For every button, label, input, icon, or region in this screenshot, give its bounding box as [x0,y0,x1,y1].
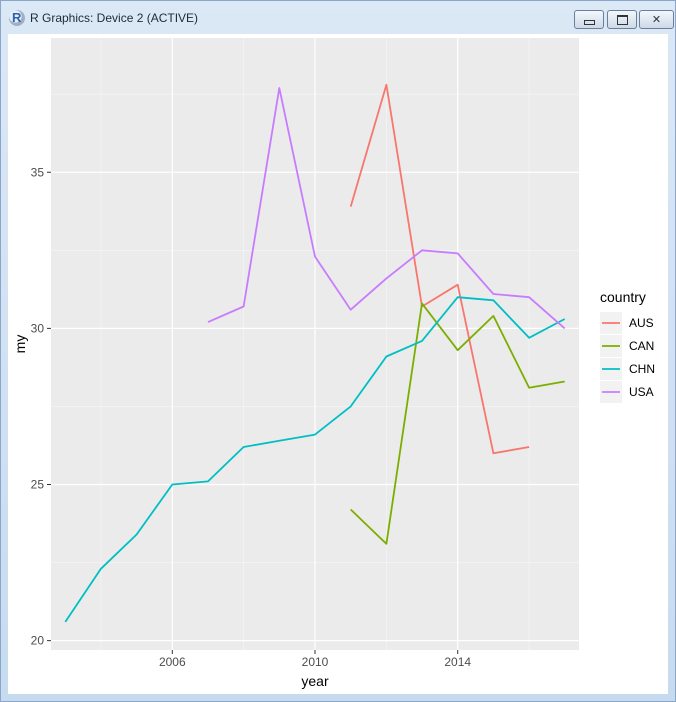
series-line-usa [207,87,566,330]
y-axis-title: my [12,335,28,354]
title-bar[interactable]: R R Graphics: Device 2 (ACTIVE) ✕ [1,1,675,35]
legend-label-chn: CHN [629,362,655,376]
minimize-icon [583,19,595,25]
window-title: R Graphics: Device 2 (ACTIVE) [30,11,199,25]
close-button[interactable]: ✕ [639,10,674,29]
legend-label-aus: AUS [629,316,654,330]
legend-title: country [600,289,646,305]
series-line-aus [349,83,530,455]
r-logo-icon: R [9,10,25,26]
y-tick-label: 30 [31,321,45,335]
legend-label-can: CAN [629,339,654,353]
maximize-icon [616,14,628,25]
y-axis: 20 25 30 35 [31,165,51,648]
x-axis: 2006 2010 2014 [159,650,471,669]
x-tick-label: 2006 [159,655,186,669]
major-gridlines [51,38,579,650]
line-chart: 2006 2010 2014 20 25 30 35 year my country AU… [12,38,655,689]
y-tick-label: 25 [31,478,45,492]
legend-label-usa: USA [629,385,654,399]
legend: country AUS CAN CHN USA [600,289,655,403]
close-icon: ✕ [651,14,662,26]
x-tick-label: 2014 [444,655,471,669]
x-tick-label: 2010 [302,655,329,669]
y-tick-label: 35 [31,165,45,179]
minimize-button[interactable] [574,10,604,29]
series-line-can [350,302,565,545]
x-axis-title: year [301,673,329,689]
maximize-button[interactable] [607,10,637,29]
series-line-chn [64,296,566,623]
y-tick-label: 20 [31,634,45,648]
series-lines [64,83,566,623]
plot-area: 2006 2010 2014 20 25 30 35 year my country AU… [8,34,668,694]
